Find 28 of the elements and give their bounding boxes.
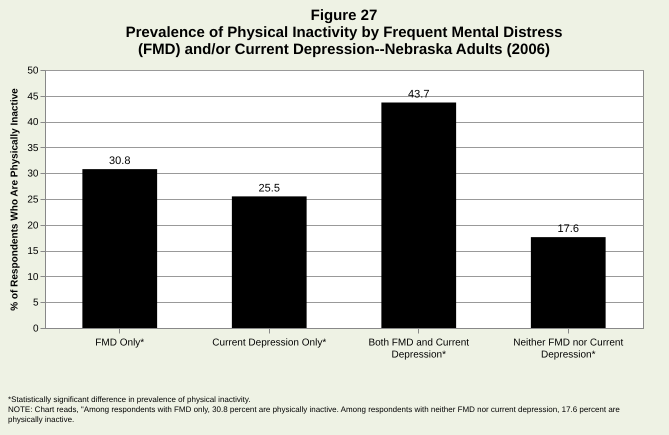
- text: NOTE: Chart reads, "Among respondents with FMD only, 30.8 percent are physically inactive. Among respondents with neither FMD nor current depression, 17.6 percent are physically inactive.: [8, 405, 621, 425]
- x-tick-label: FMD Only*: [95, 338, 144, 348]
- y-tick-label: 5: [32, 298, 39, 309]
- y-tick-label: 0: [32, 324, 39, 334]
- y-tick-label: 35: [27, 142, 39, 154]
- text: *Statistically significant difference in prevalence of physical inactivity.: [8, 395, 252, 405]
- y-tick-label: 30: [27, 168, 39, 180]
- bar: [82, 169, 158, 328]
- y-tick-label: 40: [27, 117, 39, 128]
- x-tick-label: Neither FMD nor Current Depression*: [513, 338, 624, 360]
- y-tick-label: 50: [27, 66, 39, 76]
- data-label: 30.8: [109, 155, 130, 168]
- y-tick-label: 15: [27, 246, 39, 258]
- bar: [381, 102, 456, 328]
- y-tick-label: 10: [27, 272, 39, 283]
- y-tick-label: 20: [27, 220, 39, 232]
- y-axis-title: % of Respondents Who Are Physically Inactive: [9, 88, 20, 311]
- chart-subtitle: Prevalence of Physical Inactivity by Frequent Mental Distress (FMD) and/or Current Depression--Nebraska Adults (2006): [126, 24, 562, 58]
- data-label: 17.6: [558, 223, 579, 236]
- data-label: 25.5: [258, 182, 280, 194]
- x-tick-label: Both FMD and Current Depression*: [368, 338, 470, 360]
- chart-title: Figure 27: [310, 7, 378, 24]
- y-tick-label: 45: [27, 91, 39, 102]
- x-tick-label: Current Depression Only*: [212, 338, 326, 348]
- bar: [232, 196, 307, 328]
- y-tick-label: 25: [27, 194, 39, 206]
- bar: [530, 237, 606, 328]
- data-label: 43.7: [408, 88, 430, 101]
